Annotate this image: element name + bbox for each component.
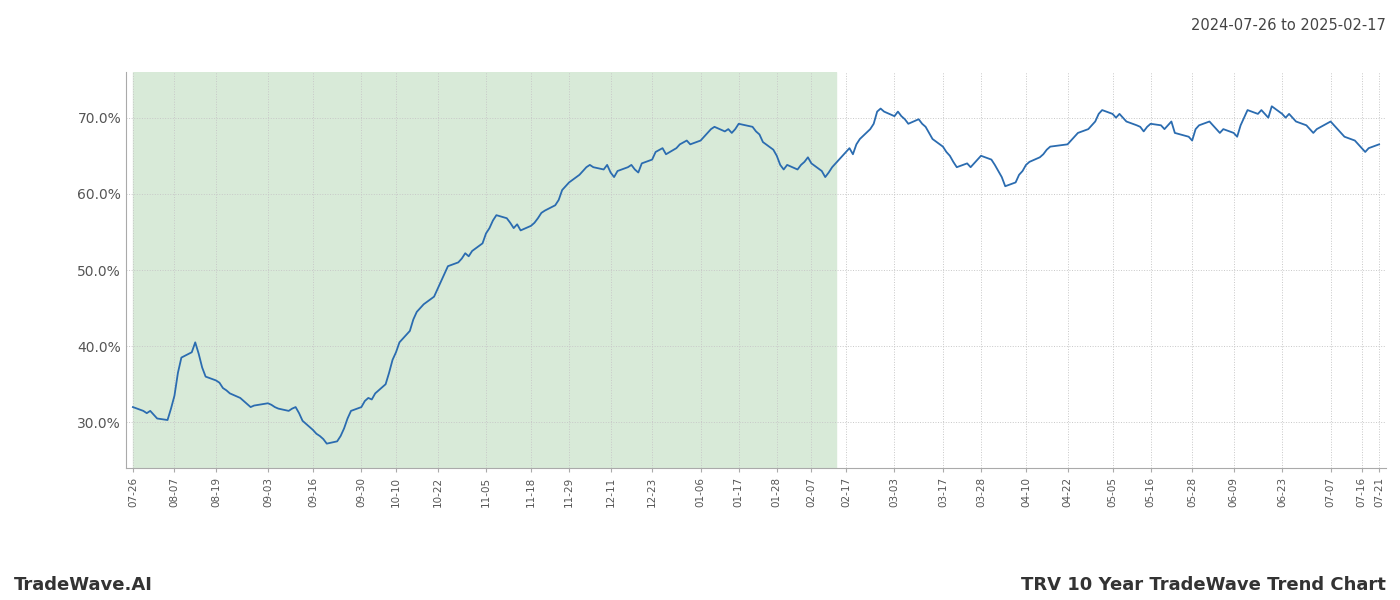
- Text: TradeWave.AI: TradeWave.AI: [14, 576, 153, 594]
- Bar: [133, 72, 836, 468]
- Text: 2024-07-26 to 2025-02-17: 2024-07-26 to 2025-02-17: [1191, 18, 1386, 33]
- Text: TRV 10 Year TradeWave Trend Chart: TRV 10 Year TradeWave Trend Chart: [1021, 576, 1386, 594]
